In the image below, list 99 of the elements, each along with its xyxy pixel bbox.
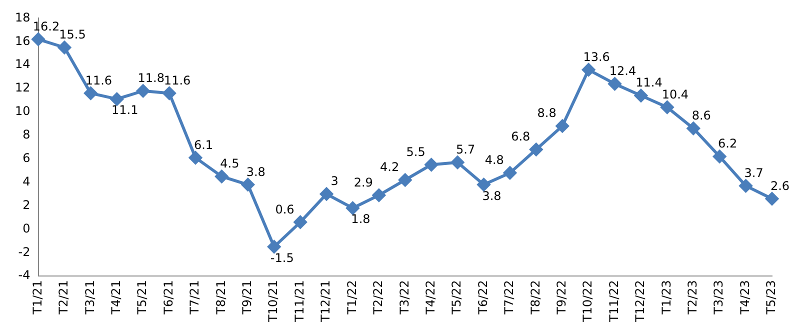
x-tick-label: T12/22 <box>633 280 648 324</box>
point <box>503 166 516 180</box>
y-tick-label: 16 <box>14 34 30 48</box>
x-tick-label: T2/21 <box>56 280 71 316</box>
y-tick-label: -4 <box>18 268 30 282</box>
point <box>32 32 45 46</box>
data-label: 3 <box>330 174 338 188</box>
data-label: 1.8 <box>351 212 370 226</box>
data-label: 4.2 <box>380 160 400 174</box>
point <box>713 150 726 164</box>
point <box>530 142 543 156</box>
point <box>477 178 490 192</box>
x-tick-label: T11/22 <box>606 280 621 324</box>
point <box>582 63 596 76</box>
point <box>294 216 307 229</box>
data-label: 6.1 <box>194 138 214 152</box>
data-label: 2.9 <box>354 175 373 190</box>
data-label: 15.5 <box>59 28 86 42</box>
data-label: 12.4 <box>609 64 636 78</box>
data-label: 4.5 <box>220 156 240 171</box>
data-label: 3.7 <box>744 166 764 180</box>
x-tick-label: T1/21 <box>30 280 44 316</box>
point <box>608 77 622 90</box>
data-label: 13.6 <box>583 50 610 64</box>
x-tick-label: T2/22 <box>371 280 386 316</box>
data-label: 8.6 <box>692 108 711 123</box>
data-label: 8.8 <box>537 106 556 120</box>
y-tick-label: 0 <box>22 221 30 236</box>
data-label: 4.8 <box>484 153 504 168</box>
x-tick-label: T10/21 <box>266 280 280 324</box>
x-tick-label: T4/22 <box>423 280 438 316</box>
data-label: 6.8 <box>511 130 530 144</box>
x-tick-label: T6/22 <box>476 280 490 316</box>
x-tick-label: T1/23 <box>659 280 674 316</box>
data-label: 11.6 <box>164 73 191 88</box>
x-tick-label: T9/22 <box>554 280 568 316</box>
data-label: 2.6 <box>770 178 790 193</box>
y-tick-label: 18 <box>14 10 30 24</box>
point <box>686 122 700 135</box>
point <box>215 170 228 183</box>
point <box>268 240 281 254</box>
x-tick-label: T4/21 <box>109 280 124 316</box>
y-tick-label: 12 <box>14 80 30 95</box>
data-label: 0.6 <box>275 202 294 216</box>
x-tick-label: T8/22 <box>528 280 542 316</box>
point <box>424 158 438 172</box>
point <box>58 41 71 54</box>
data-label: 5.5 <box>406 144 426 159</box>
data-label: 5.7 <box>456 142 476 157</box>
x-tick-label: T3/22 <box>397 280 412 316</box>
data-label: 16.2 <box>32 19 60 34</box>
x-tick-label: T5/22 <box>450 280 464 316</box>
x-tick-label: T3/21 <box>82 280 97 316</box>
point <box>241 178 254 192</box>
data-label: 3.8 <box>246 164 266 179</box>
x-tick-label: T2/23 <box>686 280 700 316</box>
x-tick-label: T5/21 <box>135 280 150 316</box>
point <box>110 92 124 106</box>
y-tick-label: 2 <box>22 198 30 212</box>
x-tick-label: T9/21 <box>240 280 254 316</box>
point <box>84 86 98 100</box>
point <box>136 84 150 98</box>
point <box>766 192 778 206</box>
x-tick-label: T5/23 <box>764 280 778 316</box>
y-tick-label: 8 <box>22 128 30 142</box>
data-label: 11.4 <box>636 76 662 90</box>
y-tick-label: 4 <box>22 174 30 188</box>
data-label: 11.8 <box>138 71 164 85</box>
data-label: 11.6 <box>85 73 112 88</box>
point <box>739 179 752 192</box>
point <box>556 120 569 133</box>
x-tick-label: T4/23 <box>738 280 752 316</box>
data-label: 10.4 <box>662 87 689 102</box>
y-tick-label: 10 <box>14 104 30 118</box>
point <box>398 173 412 186</box>
x-tick-label: T7/22 <box>502 280 516 316</box>
point <box>320 188 334 201</box>
point <box>451 156 464 169</box>
point <box>660 100 674 114</box>
x-tick-label: T7/21 <box>188 280 202 316</box>
x-tick-label: T8/21 <box>214 280 228 316</box>
point <box>189 151 202 164</box>
x-tick-label: T12/21 <box>318 280 333 324</box>
y-tick-label: 14 <box>14 57 30 72</box>
x-tick-label: T10/22 <box>580 280 595 324</box>
data-label: 3.8 <box>482 188 502 203</box>
x-tick-label: T1/22 <box>344 280 359 316</box>
data-label: 11.1 <box>112 103 138 118</box>
x-tick-label: T3/23 <box>712 280 726 316</box>
y-tick-label: -2 <box>18 244 30 259</box>
data-label: 6.2 <box>718 136 738 151</box>
point <box>634 89 648 102</box>
x-tick-label: T11/21 <box>292 280 306 324</box>
x-tick-label: T6/21 <box>161 280 176 316</box>
data-label: -1.5 <box>270 250 294 265</box>
point <box>372 188 386 202</box>
point <box>162 86 176 100</box>
point <box>346 202 360 215</box>
y-tick-label: 6 <box>22 150 30 165</box>
